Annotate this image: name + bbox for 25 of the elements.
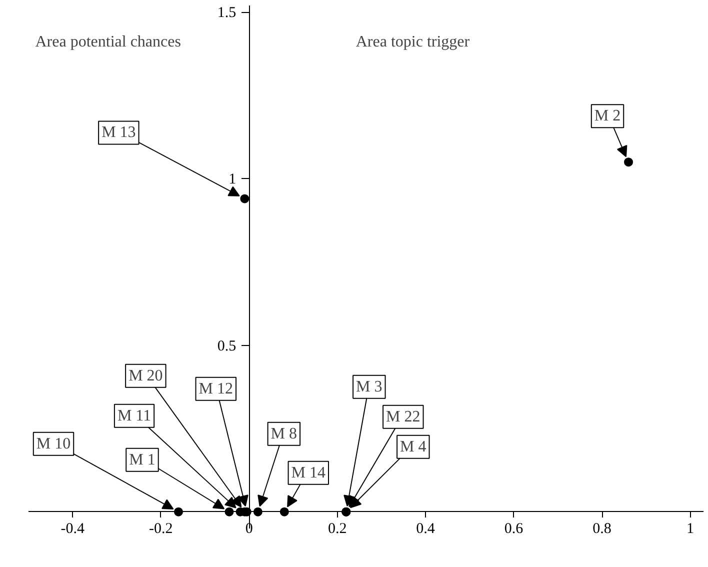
x-tick-label: 0.6 bbox=[504, 520, 524, 537]
x-tick-label: -0.2 bbox=[148, 520, 173, 537]
annotation: M 4 bbox=[400, 438, 426, 456]
x-tick-label: 0.8 bbox=[592, 520, 612, 537]
y-tick-label: 1.5 bbox=[217, 5, 236, 22]
annotation: M 22 bbox=[386, 408, 420, 426]
annotation: Area potential chances bbox=[35, 34, 181, 51]
x-tick-label: -0.4 bbox=[60, 520, 85, 537]
annotation: M 1 bbox=[129, 451, 156, 468]
annotation: M 10 bbox=[36, 435, 71, 452]
annotation: M 11 bbox=[117, 407, 152, 424]
annotation: M 12 bbox=[198, 380, 234, 398]
annotation: M 14 bbox=[291, 464, 326, 482]
annotation: M 8 bbox=[270, 425, 298, 442]
x-tick-label: 0.2 bbox=[328, 520, 347, 537]
y-tick-label: 0.5 bbox=[217, 338, 236, 354]
y-tick-label: 1 bbox=[228, 172, 236, 188]
x-tick-label: 0 bbox=[245, 520, 253, 537]
annotation: Area topic trigger bbox=[356, 34, 470, 51]
annotation: M 13 bbox=[102, 124, 136, 142]
annotation: M 20 bbox=[128, 367, 163, 384]
x-tick-label: 0.4 bbox=[416, 520, 436, 537]
annotation: M 2 bbox=[594, 108, 621, 125]
annotation: M 3 bbox=[356, 378, 382, 396]
x-tick-label: 1 bbox=[686, 520, 694, 537]
